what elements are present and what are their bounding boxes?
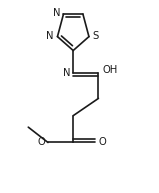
Text: S: S	[92, 31, 99, 41]
Text: N: N	[63, 68, 70, 78]
Text: O: O	[37, 137, 45, 147]
Text: OH: OH	[102, 65, 118, 75]
Text: O: O	[98, 137, 106, 147]
Text: N: N	[46, 31, 54, 41]
Text: N: N	[52, 8, 60, 18]
